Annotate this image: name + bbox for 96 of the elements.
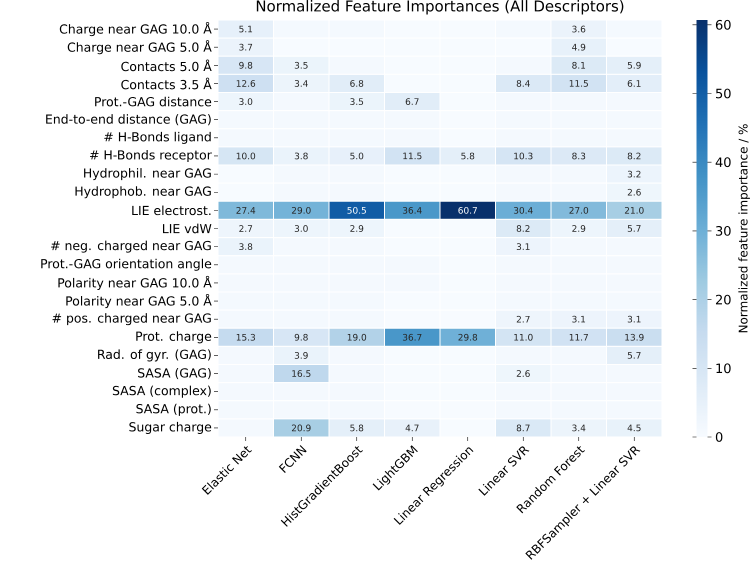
data-label: 36.4 bbox=[402, 206, 422, 214]
y-tick-label: Polarity near GAG 5.0 Å bbox=[66, 294, 212, 308]
y-tick-label: SASA (GAG) bbox=[138, 368, 211, 380]
y-tick-label: Prot.-GAG orientation angle bbox=[41, 258, 212, 271]
color-bar-label: 40 bbox=[716, 157, 731, 168]
y-tick-label: Rad. of gyr. (GAG) bbox=[98, 349, 211, 362]
y-tick-label: LIE electrost. bbox=[132, 206, 210, 216]
data-label: 12.6 bbox=[236, 80, 256, 87]
data-label: 5.0 bbox=[350, 152, 364, 160]
data-label: 5.8 bbox=[350, 424, 364, 432]
data-label: 21.0 bbox=[624, 206, 644, 214]
data-label: 2.7 bbox=[516, 316, 530, 322]
data-label: 9.8 bbox=[239, 62, 252, 69]
data-label: 11.5 bbox=[570, 80, 588, 87]
data-label: 8.4 bbox=[516, 80, 530, 87]
y-tick-label: SASA (complex) bbox=[112, 386, 211, 398]
y-tick-label: LIE vdW bbox=[162, 224, 212, 234]
data-label: 2.6 bbox=[516, 370, 530, 377]
y-tick-label: Charge near GAG 10.0 Å bbox=[60, 22, 212, 36]
data-label: 10.3 bbox=[514, 152, 533, 160]
y-tick-label: # H-Bonds ligand bbox=[104, 132, 211, 144]
data-label: 3.8 bbox=[294, 152, 308, 160]
data-label: 50.5 bbox=[347, 206, 366, 214]
data-label: 3.9 bbox=[294, 352, 308, 359]
data-label: 29.8 bbox=[458, 334, 478, 341]
color-bar-label: 20 bbox=[716, 294, 731, 304]
data-label: 3.1 bbox=[572, 316, 586, 323]
color-bar-label: 0 bbox=[716, 432, 722, 442]
y-tick-label: End-to-end distance (GAG) bbox=[46, 114, 211, 126]
y-tick-label: Hydrophil. near GAG bbox=[84, 168, 211, 180]
color-bar-label: 30 bbox=[716, 226, 731, 236]
data-label: 6.7 bbox=[406, 98, 419, 105]
data-label: 5.7 bbox=[628, 352, 641, 359]
data-label: 3.2 bbox=[628, 170, 640, 178]
data-label: 19.0 bbox=[348, 334, 366, 341]
data-label: 4.7 bbox=[406, 424, 419, 432]
color-bar-label: 10 bbox=[716, 363, 731, 374]
y-tick-label: Polarity near GAG 10.0 Å bbox=[58, 276, 212, 290]
data-label: 3.5 bbox=[294, 62, 308, 69]
data-label: 5.1 bbox=[239, 26, 252, 32]
data-label: 5.9 bbox=[628, 62, 641, 69]
data-label: 11.5 bbox=[403, 152, 422, 160]
data-label: 60.7 bbox=[458, 206, 477, 214]
data-label: 4.9 bbox=[572, 44, 586, 51]
y-tick-label: # H-Bonds receptor bbox=[90, 150, 212, 162]
data-label: 2.6 bbox=[628, 188, 641, 196]
data-label: 29.0 bbox=[292, 206, 311, 214]
data-label: 3.4 bbox=[572, 424, 586, 432]
y-tick-label: # neg. charged near GAG bbox=[51, 240, 211, 253]
y-tick-label: Hydrophob. near GAG bbox=[75, 186, 211, 198]
data-label: 8.3 bbox=[572, 152, 586, 160]
data-label: 6.1 bbox=[628, 80, 641, 87]
data-label: 20.9 bbox=[292, 424, 311, 432]
y-tick-label: # pos. charged near GAG bbox=[52, 313, 211, 326]
data-label: 27.4 bbox=[236, 207, 256, 214]
data-label: 9.8 bbox=[294, 334, 308, 341]
data-label: 36.7 bbox=[402, 334, 422, 341]
data-label: 5.8 bbox=[461, 152, 474, 160]
data-label: 8.7 bbox=[516, 424, 530, 432]
data-label: 3.1 bbox=[628, 316, 641, 323]
y-tick-label: Contacts 5.0 Å bbox=[121, 59, 212, 72]
data-label: 13.9 bbox=[625, 334, 644, 341]
data-label: 8.1 bbox=[572, 62, 586, 69]
data-label: 15.3 bbox=[236, 334, 256, 341]
data-label: 4.5 bbox=[628, 424, 641, 432]
color-bar-title: Normalized feature importance / % bbox=[738, 124, 750, 332]
chart-title: Normalized Feature Importances (All Descriptors) bbox=[256, 0, 624, 15]
data-label: 16.5 bbox=[292, 370, 310, 377]
data-label: 3.1 bbox=[516, 243, 530, 250]
data-label: 11.0 bbox=[514, 334, 533, 341]
data-label: 8.2 bbox=[628, 152, 640, 160]
data-label: 2.9 bbox=[572, 225, 586, 232]
data-label: 5.7 bbox=[628, 225, 641, 232]
y-tick-label: SASA (prot.) bbox=[136, 404, 211, 416]
y-tick-label: Charge near GAG 5.0 Å bbox=[68, 40, 212, 54]
data-label: 11.7 bbox=[570, 334, 588, 341]
data-label: 6.8 bbox=[350, 80, 364, 87]
data-label: 3.7 bbox=[239, 44, 252, 51]
y-tick-label: Prot.-GAG distance bbox=[95, 96, 212, 106]
color-bar-label: 60 bbox=[716, 20, 731, 30]
data-label: 8.2 bbox=[516, 225, 530, 232]
data-label: 10.0 bbox=[236, 152, 256, 160]
data-label: 3.0 bbox=[239, 98, 252, 105]
y-tick-label: Sugar charge bbox=[129, 422, 212, 434]
data-label: 3.6 bbox=[572, 26, 586, 32]
y-tick-label: Contacts 3.5 Å bbox=[121, 78, 212, 90]
data-label: 3.8 bbox=[239, 243, 252, 250]
data-label: 27.0 bbox=[569, 206, 588, 214]
y-tick-label: Prot. charge bbox=[136, 331, 212, 344]
color-bar-label: 50 bbox=[716, 88, 731, 98]
data-label: 3.0 bbox=[294, 225, 308, 232]
data-label: 3.5 bbox=[350, 98, 364, 105]
data-label: 3.4 bbox=[294, 80, 308, 87]
data-label: 2.9 bbox=[350, 225, 364, 232]
data-label: 2.7 bbox=[239, 225, 252, 232]
data-label: 30.4 bbox=[514, 206, 533, 214]
